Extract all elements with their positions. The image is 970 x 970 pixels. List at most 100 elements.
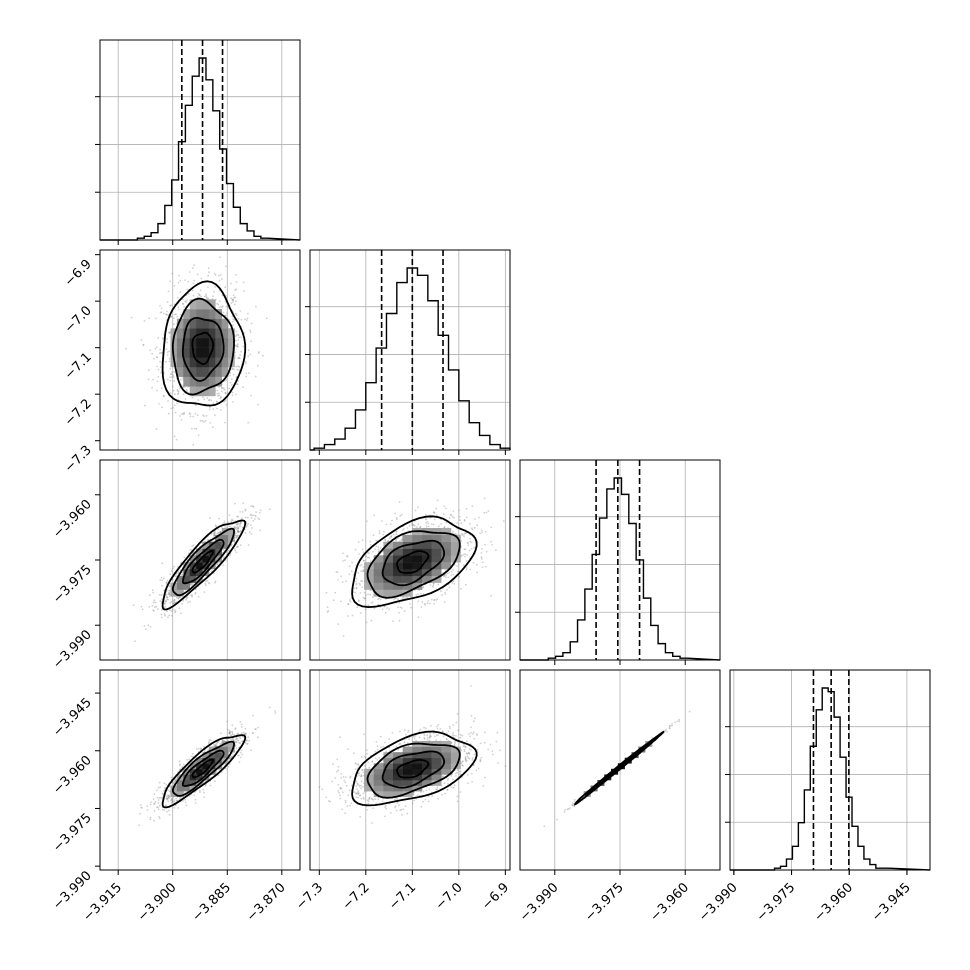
scatter-point (160, 307, 163, 310)
scatter-point (384, 538, 386, 541)
scatter-point (460, 532, 463, 535)
scatter-point (192, 415, 195, 418)
scatter-point (149, 349, 152, 352)
scatter-point (365, 520, 368, 523)
scatter-point (239, 357, 241, 360)
scatter-point (432, 582, 435, 585)
scatter-point (225, 305, 228, 308)
scatter-point (423, 602, 426, 605)
scatter-point (170, 601, 173, 603)
scatter-point (183, 305, 186, 308)
scatter-point (403, 610, 406, 613)
scatter-point (443, 601, 446, 603)
scatter-point (219, 306, 222, 309)
scatter-point (205, 584, 207, 586)
scatter-point (427, 522, 430, 525)
scatter-point (159, 366, 162, 368)
scatter-point (197, 595, 200, 598)
scatter-point (257, 726, 259, 729)
scatter-point (358, 600, 360, 603)
scatter-point (197, 399, 200, 401)
scatter-point (256, 364, 259, 367)
scatter-point (236, 368, 239, 371)
scatter-point (429, 584, 432, 586)
scatter-point (166, 338, 169, 340)
density-cell (402, 575, 413, 583)
scatter-point (398, 611, 400, 614)
scatter-point (155, 317, 157, 320)
scatter-point (191, 289, 194, 292)
scatter-point (238, 369, 241, 372)
scatter-point (179, 291, 182, 293)
scatter-point (174, 393, 176, 396)
scatter-point (411, 522, 413, 525)
scatter-point (213, 290, 216, 293)
scatter-point (250, 340, 253, 342)
scatter-point (159, 579, 162, 581)
scatter-point (456, 522, 459, 524)
scatter-point (170, 304, 173, 307)
scatter-point (231, 394, 234, 397)
scatter-point (234, 549, 237, 552)
scatter-point (250, 533, 253, 535)
scatter-point (262, 354, 264, 357)
scatter-point (460, 522, 463, 525)
scatter-point (231, 298, 234, 301)
scatter-point (209, 517, 211, 520)
scatter-point (364, 608, 367, 611)
scatter-point (156, 356, 158, 359)
scatter-point (349, 599, 351, 601)
scatter-point (219, 274, 222, 276)
scatter-point (403, 528, 405, 530)
scatter-point (490, 540, 492, 543)
scatter-point (424, 518, 427, 521)
scatter-point (244, 509, 247, 512)
scatter-point (214, 581, 217, 584)
scatter-point (201, 419, 204, 422)
density-cell (373, 562, 384, 570)
scatter-point (250, 505, 253, 507)
scatter-point (219, 397, 222, 400)
scatter-point (168, 585, 171, 588)
scatter-point (169, 331, 171, 334)
scatter-point (234, 289, 237, 292)
density-cell (176, 338, 184, 348)
scatter-point (473, 526, 476, 529)
scatter-point (369, 560, 372, 562)
scatter-point (207, 286, 209, 289)
scatter-point (369, 540, 372, 543)
scatter-point (446, 572, 449, 575)
scatter-point (445, 507, 447, 510)
scatter-point (178, 607, 181, 610)
scatter-point (377, 548, 380, 551)
scatter-point (235, 393, 237, 396)
scatter-point (203, 796, 206, 799)
scatter-point (208, 739, 211, 741)
scatter-point (453, 583, 456, 585)
scatter-point (445, 576, 447, 579)
scatter-point (167, 290, 170, 293)
panel-frame (309, 249, 511, 451)
scatter-point (192, 282, 195, 285)
density-cell (176, 367, 184, 377)
scatter-point (236, 345, 239, 348)
scatter-point (220, 396, 223, 399)
scatter-point (160, 613, 163, 616)
scatter-point (468, 549, 471, 552)
scatter-point (191, 427, 193, 430)
scatter-point (140, 339, 143, 342)
density-cell (431, 548, 442, 556)
scatter-point (162, 338, 164, 340)
scatter-point (208, 408, 211, 411)
scatter-point (365, 555, 368, 558)
scatter-point (235, 330, 238, 333)
scatter-point (159, 600, 162, 602)
scatter-point (346, 555, 348, 557)
scatter-point (433, 603, 435, 605)
scatter-point (240, 756, 242, 759)
scatter-point (162, 577, 165, 580)
scatter-point (483, 497, 486, 500)
scatter-point (464, 555, 466, 558)
scatter-point (373, 514, 375, 517)
